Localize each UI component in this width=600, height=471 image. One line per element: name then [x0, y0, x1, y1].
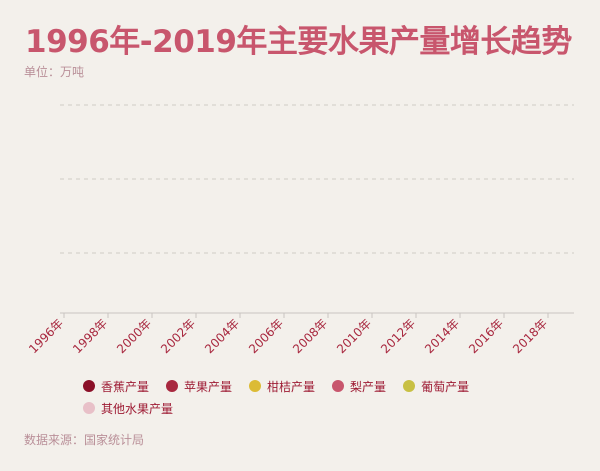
legend-label: 其他水果产量 — [101, 401, 174, 416]
chart-title: 1996年-2019年主要水果产量增长趋势 — [25, 24, 572, 60]
x-tick-label: 2018年 — [510, 316, 550, 356]
legend-marker-icon — [249, 380, 262, 392]
legend-item[interactable]: 梨产量 — [332, 377, 386, 395]
legend-item[interactable]: 其他水果产量 — [83, 399, 173, 417]
legend-marker-icon — [332, 380, 345, 392]
x-tick-label: 2012年 — [378, 316, 418, 356]
x-tick-label: 2014年 — [422, 316, 462, 356]
legend-item[interactable]: 苹果产量 — [166, 377, 232, 395]
x-tick-label: 2010年 — [334, 316, 374, 356]
legend-item[interactable]: 香蕉产量 — [83, 377, 149, 395]
legend-marker-icon — [403, 380, 416, 392]
source-label: 数据来源：国家统计局 — [24, 433, 145, 447]
legend-label: 香蕉产量 — [101, 379, 150, 394]
x-tick-label: 2016年 — [466, 316, 506, 356]
legend-item[interactable]: 柑桔产量 — [249, 377, 315, 395]
x-tick-label: 2000年 — [114, 316, 154, 356]
unit-label: 单位：万吨 — [24, 65, 85, 79]
legend-marker-icon — [83, 380, 95, 392]
x-tick-label: 2006年 — [246, 316, 286, 356]
legend-marker-icon — [83, 402, 95, 414]
legend-label: 苹果产量 — [184, 379, 233, 394]
x-tick-label: 2004年 — [202, 316, 242, 356]
legend: 香蕉产量 苹果产量 柑桔产量 梨产量 葡萄产量其他水果产量 — [83, 377, 563, 417]
plot-area: 1996年 1998年 2000年 2002年 2004年 2006年 2008年 2010年… — [26, 104, 574, 356]
x-tick-label: 2002年 — [158, 316, 198, 356]
x-tick-label: 1996年 — [26, 316, 66, 356]
x-tick-label: 2008年 — [290, 316, 330, 356]
legend-label: 柑桔产量 — [267, 379, 316, 394]
x-tick-label: 1998年 — [70, 316, 110, 356]
legend-item[interactable]: 葡萄产量 — [403, 377, 469, 395]
legend-label: 梨产量 — [350, 379, 387, 394]
legend-label: 葡萄产量 — [421, 379, 470, 394]
legend-marker-icon — [166, 380, 179, 392]
